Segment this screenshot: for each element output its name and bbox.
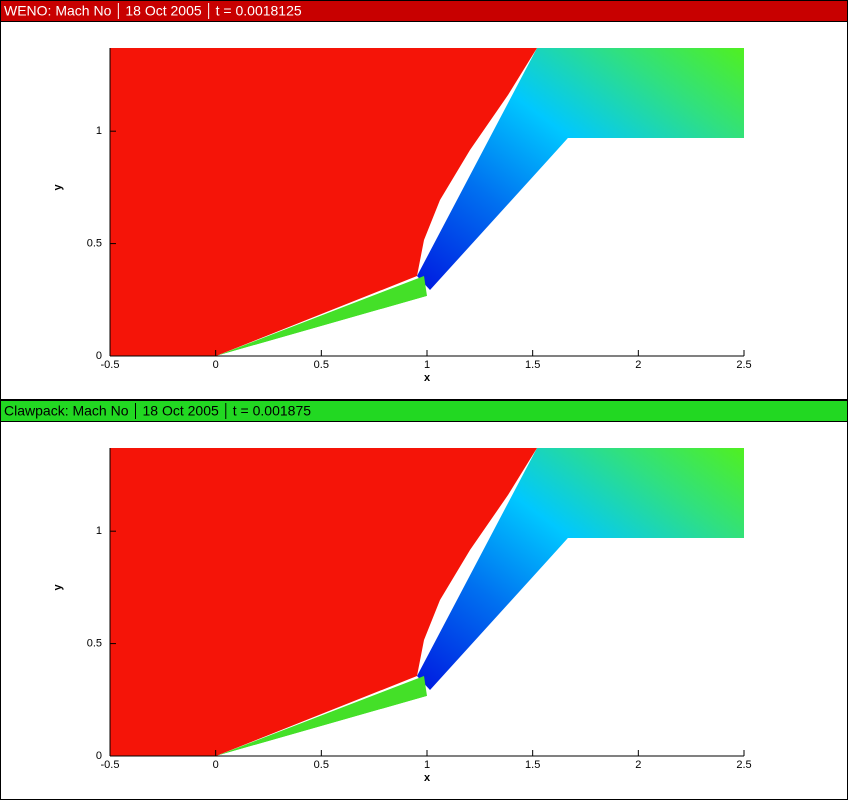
- y-tick-label: 0: [96, 750, 102, 762]
- x-tick-label: -0.5: [101, 359, 120, 371]
- x-axis-label: x: [424, 372, 431, 384]
- x-tick-label: 0.5: [314, 359, 329, 371]
- x-tick-label: 0.5: [314, 759, 329, 771]
- header-text: t = 0.0018125: [216, 3, 302, 19]
- mach-field: [110, 48, 744, 356]
- x-tick-label: 1: [424, 759, 430, 771]
- x-tick-label: 2: [635, 359, 641, 371]
- x-tick-label: 1.5: [525, 359, 540, 371]
- x-tick-label: 2: [635, 759, 641, 771]
- x-axis-label: x: [424, 772, 431, 784]
- header-text: WENO: Mach No: [4, 3, 112, 19]
- x-tick-label: -0.5: [101, 759, 120, 771]
- header-text: t = 0.001875: [233, 403, 311, 419]
- y-axis-label: y: [52, 183, 64, 190]
- y-tick-label: 0.5: [87, 237, 102, 249]
- x-tick-label: 2.5: [736, 359, 751, 371]
- header-text: 18 Oct 2005: [143, 403, 219, 419]
- x-tick-label: 0: [213, 759, 219, 771]
- x-tick-label: 2.5: [736, 759, 751, 771]
- y-tick-label: 0: [96, 350, 102, 362]
- x-tick-label: 0: [213, 359, 219, 371]
- x-tick-label: 1.5: [525, 759, 540, 771]
- x-tick-label: 1: [424, 359, 430, 371]
- header-text: 18 Oct 2005: [125, 3, 201, 19]
- y-tick-label: 0.5: [87, 637, 102, 649]
- mach-field: [110, 448, 744, 756]
- header-text: Clawpack: Mach No: [4, 403, 129, 419]
- y-tick-label: 1: [96, 525, 102, 537]
- y-axis-label: y: [52, 583, 64, 590]
- y-tick-label: 1: [96, 125, 102, 137]
